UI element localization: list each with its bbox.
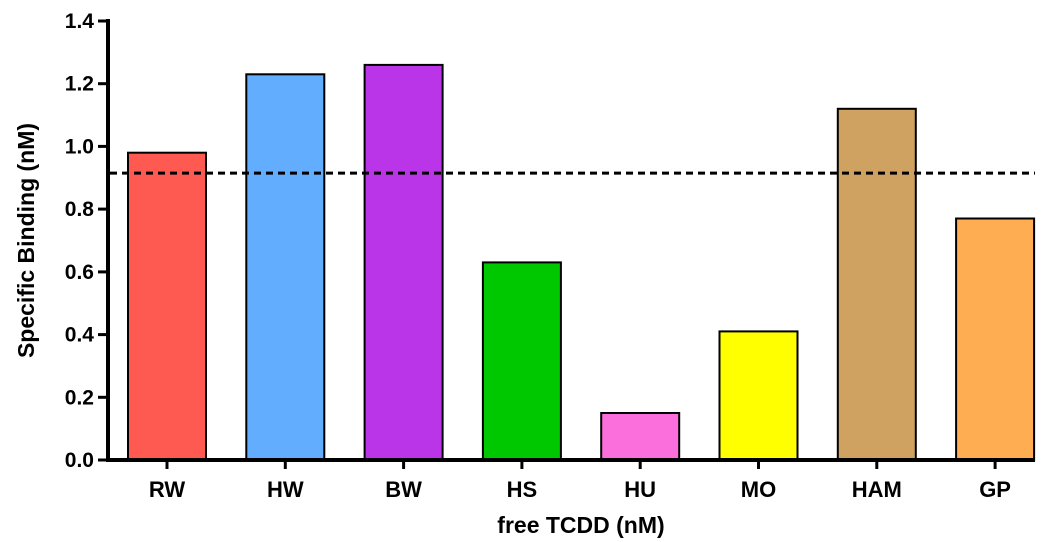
- bar-rw: [127, 151, 207, 461]
- x-labels-group: RW HW BW HS HU MO HAM GP: [149, 460, 1011, 502]
- bar-hs: [481, 261, 562, 461]
- y-ticks-group: 0.0 0.2 0.4 0.6 0.8 1.0 1.2 1.4: [65, 10, 108, 472]
- x-tick-label-ham: HAM: [852, 477, 902, 502]
- bar-mo: [718, 330, 799, 461]
- y-tick-label: 1.0: [65, 135, 94, 158]
- bar-ham: [836, 107, 917, 462]
- x-tick-label-hu: HU: [624, 477, 656, 502]
- y-tick-label: 0.4: [65, 324, 95, 347]
- x-tick-label-mo: MO: [741, 477, 776, 502]
- bar-hw: [245, 73, 326, 462]
- y-tick-label: 0.8: [65, 198, 95, 221]
- y-tick-label: 0.6: [65, 261, 94, 284]
- x-tick-label-bw: BW: [385, 477, 422, 502]
- y-axis-title: Specific Binding (nM): [13, 123, 39, 358]
- x-axis-title: free TCDD (nM): [497, 512, 664, 538]
- bar-hu: [600, 412, 681, 461]
- bars-group: [127, 63, 1036, 462]
- bar-gp: [955, 217, 1036, 461]
- y-tick-label: 1.2: [65, 73, 94, 96]
- x-tick-label-hs: HS: [507, 477, 538, 502]
- x-tick-label-hw: HW: [267, 477, 304, 502]
- y-tick-label: 0.0: [65, 449, 94, 472]
- bar-bw: [363, 63, 444, 462]
- axes-group: [106, 19, 1035, 462]
- y-tick-label: 1.4: [65, 10, 95, 33]
- x-tick-label-rw: RW: [149, 477, 185, 502]
- x-tick-label-gp: GP: [979, 477, 1011, 502]
- y-tick-label: 0.2: [65, 386, 94, 409]
